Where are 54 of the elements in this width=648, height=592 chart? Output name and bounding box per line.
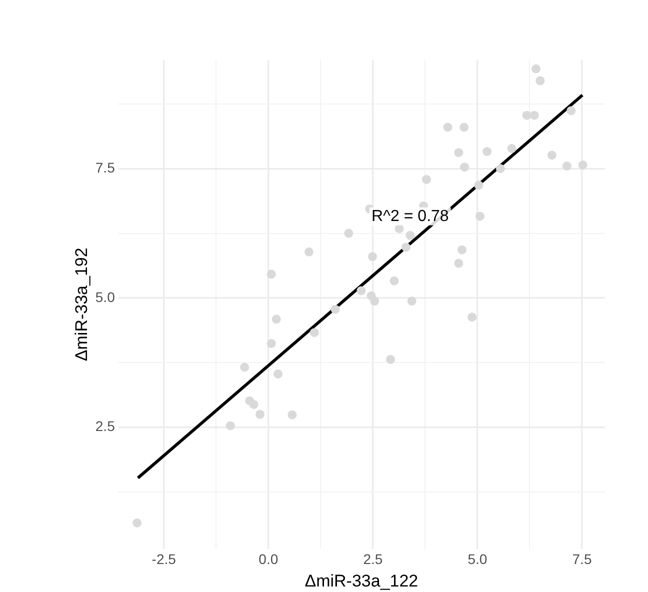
point bbox=[330, 304, 340, 314]
point bbox=[226, 421, 235, 430]
point bbox=[310, 328, 319, 338]
x-tick-label: -2.5 bbox=[152, 551, 176, 568]
point bbox=[468, 312, 477, 322]
point bbox=[368, 252, 378, 262]
point bbox=[460, 122, 469, 132]
point bbox=[344, 228, 354, 238]
point bbox=[272, 314, 281, 324]
point bbox=[288, 410, 297, 420]
point bbox=[422, 174, 431, 184]
x-tick-label: 5.0 bbox=[468, 551, 488, 568]
point bbox=[532, 64, 541, 74]
x-axis-title: ΔmiR-33a_122 bbox=[304, 571, 418, 590]
point bbox=[386, 354, 395, 364]
point bbox=[401, 242, 410, 252]
point bbox=[407, 296, 416, 306]
point bbox=[249, 400, 258, 409]
point bbox=[536, 76, 545, 86]
point bbox=[370, 296, 380, 306]
point bbox=[475, 212, 484, 221]
point bbox=[547, 150, 556, 160]
point bbox=[562, 162, 572, 171]
y-axis-title: ΔmiR-33a_192 bbox=[72, 248, 91, 362]
point bbox=[496, 164, 505, 174]
x-tick-label: 0.0 bbox=[258, 551, 278, 568]
point bbox=[578, 160, 588, 170]
point bbox=[522, 110, 532, 120]
x-tick-label: 2.5 bbox=[363, 551, 383, 568]
y-tick-label: 7.5 bbox=[95, 159, 116, 176]
point bbox=[443, 122, 452, 132]
point bbox=[304, 247, 314, 256]
point bbox=[530, 110, 539, 120]
point bbox=[566, 106, 576, 116]
point bbox=[240, 362, 250, 372]
point bbox=[482, 147, 492, 156]
x-tick-label: 7.5 bbox=[572, 551, 592, 568]
point bbox=[390, 276, 399, 286]
point bbox=[266, 270, 276, 279]
point bbox=[454, 258, 464, 268]
point bbox=[457, 245, 466, 254]
point bbox=[507, 144, 516, 153]
point bbox=[454, 148, 464, 158]
point bbox=[274, 369, 283, 378]
annotation: R^2 = 0.78 bbox=[371, 208, 449, 225]
point bbox=[474, 180, 484, 190]
point bbox=[460, 162, 470, 172]
point bbox=[356, 286, 366, 296]
point bbox=[266, 338, 276, 348]
point bbox=[406, 230, 415, 240]
y-tick-label: 2.5 bbox=[95, 418, 116, 434]
point bbox=[132, 518, 142, 528]
y-tick-label: 5.0 bbox=[95, 288, 116, 305]
point bbox=[256, 410, 265, 419]
